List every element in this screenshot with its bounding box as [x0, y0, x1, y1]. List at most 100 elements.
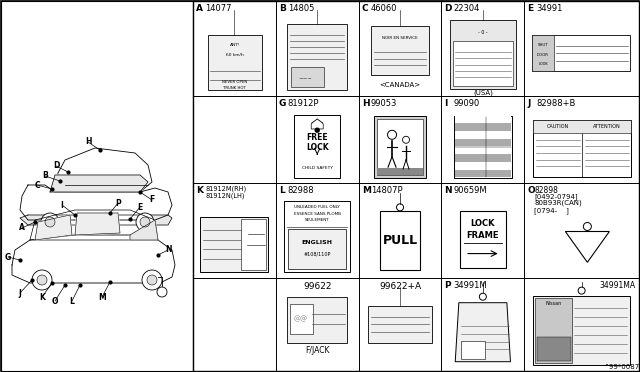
- Text: 80B93R(CAN): 80B93R(CAN): [534, 200, 582, 206]
- Text: PULL: PULL: [383, 234, 417, 247]
- Bar: [452, 41, 513, 86]
- Polygon shape: [565, 231, 609, 262]
- Text: I: I: [61, 201, 63, 209]
- Text: P: P: [444, 281, 451, 290]
- Text: FREE: FREE: [307, 133, 328, 142]
- Bar: [535, 298, 572, 363]
- Text: LOCK: LOCK: [306, 142, 328, 151]
- Circle shape: [397, 204, 404, 211]
- Polygon shape: [12, 235, 175, 283]
- Text: E: E: [138, 202, 143, 212]
- Circle shape: [41, 213, 59, 231]
- Text: CAUTION: CAUTION: [547, 124, 569, 129]
- Polygon shape: [55, 148, 152, 192]
- Bar: [455, 139, 511, 146]
- Text: 14807P: 14807P: [371, 186, 403, 195]
- Bar: [537, 337, 571, 362]
- Text: TRUNK HOT: TRUNK HOT: [223, 86, 246, 90]
- Circle shape: [388, 130, 397, 139]
- Bar: [455, 131, 511, 138]
- Text: (USA): (USA): [473, 89, 493, 96]
- Text: ^99*0087: ^99*0087: [603, 364, 639, 370]
- Bar: [288, 229, 346, 269]
- Text: 90659M: 90659M: [454, 186, 487, 195]
- Bar: [241, 219, 266, 270]
- Circle shape: [147, 275, 157, 285]
- Text: 22304: 22304: [454, 4, 480, 13]
- Text: O: O: [527, 186, 535, 195]
- Bar: [461, 341, 485, 359]
- Text: NEVER OPEN: NEVER OPEN: [222, 80, 248, 84]
- Text: 99622+A: 99622+A: [379, 282, 421, 291]
- Text: F/JACK: F/JACK: [305, 346, 330, 355]
- Text: C: C: [34, 180, 40, 189]
- Polygon shape: [75, 213, 120, 235]
- Text: <CANADA>: <CANADA>: [380, 82, 420, 88]
- Bar: [533, 296, 630, 365]
- Text: ANT!: ANT!: [230, 43, 240, 47]
- Text: 60 km/h: 60 km/h: [226, 53, 244, 57]
- Circle shape: [142, 270, 162, 290]
- Circle shape: [45, 217, 55, 227]
- Text: D: D: [444, 4, 452, 13]
- Text: - 0 -: - 0 -: [478, 30, 488, 35]
- Bar: [454, 116, 512, 179]
- Text: #108/110P: #108/110P: [303, 252, 331, 257]
- Bar: [455, 162, 511, 170]
- Text: NOIR EN SERVICE: NOIR EN SERVICE: [382, 36, 418, 40]
- Text: LOOK: LOOK: [538, 62, 548, 66]
- Bar: [455, 115, 511, 123]
- Text: J: J: [19, 289, 21, 298]
- Bar: [291, 304, 313, 334]
- Circle shape: [157, 287, 167, 297]
- Text: 34991M: 34991M: [454, 281, 487, 290]
- Text: A: A: [196, 4, 203, 13]
- Bar: [532, 35, 630, 71]
- Text: M: M: [362, 186, 371, 195]
- Polygon shape: [130, 220, 158, 240]
- Text: N: N: [164, 246, 172, 254]
- Text: I: I: [444, 99, 448, 108]
- Text: 82898: 82898: [534, 186, 558, 195]
- Text: 99053: 99053: [371, 99, 397, 108]
- Text: 82988+B: 82988+B: [536, 99, 575, 108]
- Text: C: C: [362, 4, 368, 13]
- Text: ENGLISH: ENGLISH: [301, 240, 333, 245]
- Circle shape: [403, 136, 410, 143]
- Text: Nissan: Nissan: [545, 301, 561, 306]
- Circle shape: [584, 222, 591, 231]
- Bar: [368, 306, 433, 343]
- Bar: [455, 154, 511, 162]
- Text: E: E: [527, 4, 533, 13]
- Bar: [374, 116, 426, 179]
- Text: 81912M(RH): 81912M(RH): [205, 186, 246, 192]
- Text: [0492-0794]: [0492-0794]: [534, 193, 578, 199]
- Text: CHILD SAFETY: CHILD SAFETY: [302, 166, 333, 170]
- Text: UNLEADED FUEL ONLY: UNLEADED FUEL ONLY: [294, 205, 340, 209]
- Bar: [287, 24, 347, 90]
- Text: 81912P: 81912P: [288, 99, 319, 108]
- Bar: [294, 115, 340, 177]
- Text: ~~~: ~~~: [298, 77, 312, 82]
- Text: F: F: [149, 196, 155, 205]
- Text: 14077: 14077: [205, 4, 232, 13]
- Circle shape: [316, 128, 319, 132]
- Text: 14805: 14805: [288, 4, 314, 13]
- Text: 46060: 46060: [371, 4, 397, 13]
- Text: G: G: [279, 99, 286, 108]
- Polygon shape: [50, 175, 148, 192]
- Text: J: J: [527, 99, 531, 108]
- Text: A: A: [19, 224, 25, 232]
- Bar: [208, 35, 262, 90]
- Text: O: O: [52, 296, 58, 305]
- Text: B: B: [42, 171, 48, 180]
- Text: [0794-    ]: [0794- ]: [534, 207, 569, 214]
- Text: H: H: [362, 99, 369, 108]
- Circle shape: [578, 287, 585, 294]
- Bar: [455, 147, 511, 154]
- Text: 99090: 99090: [454, 99, 480, 108]
- Bar: [193, 1, 639, 371]
- Text: H: H: [84, 138, 92, 147]
- Text: D: D: [53, 161, 59, 170]
- Circle shape: [32, 270, 52, 290]
